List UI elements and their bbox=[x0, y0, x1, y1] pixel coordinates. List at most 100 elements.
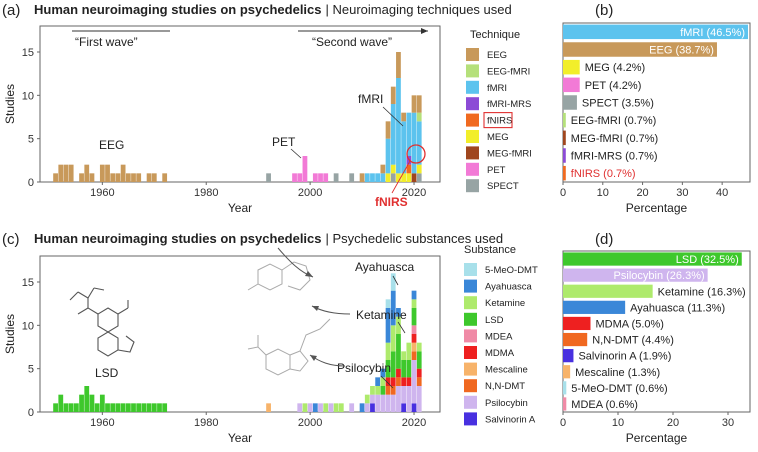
panel-c-bar-lsd-2014 bbox=[380, 386, 386, 395]
technique-legend-label: fMRI-MRS bbox=[487, 99, 531, 110]
technique-legend: EEG EEG-fMRI fMRI fMRI-MRS fNIRS MEG MEG-fMRI P… bbox=[466, 48, 532, 193]
technique-legend-swatch-meg-fmri bbox=[466, 146, 479, 160]
panel-a-bar-meg-2015 bbox=[385, 173, 391, 182]
panel-c-bar-ketamine-2005 bbox=[333, 403, 339, 412]
panel-b-bar-label: MEG-fMRI (0.7%) bbox=[571, 133, 658, 145]
panel-a-bar-fmri-2020 bbox=[411, 112, 417, 174]
substance-legend-swatch-ayahuasca bbox=[464, 279, 477, 293]
panel-a-bar-eeg-2021 bbox=[416, 95, 422, 113]
panel-c-bar-psilocybin-2021 bbox=[416, 386, 422, 412]
panel-c-bar-psilocybin-1998 bbox=[297, 403, 303, 412]
panel-c-bar-ketamine-2013 bbox=[375, 386, 381, 395]
fnirs-leader bbox=[391, 160, 411, 194]
technique-legend-label: EEG bbox=[487, 50, 507, 61]
panel-d-bar-label: Psilocybin (26.3%) bbox=[614, 270, 705, 282]
panel-d-bar-mdea bbox=[563, 397, 567, 411]
panel-d-bar-label: Ayahuasca (11.3%) bbox=[630, 302, 725, 314]
panel-c-bar-ketamine-2011 bbox=[364, 394, 370, 404]
psilocybin-molecule-arrowhead bbox=[310, 355, 317, 361]
panel-b-bar-fnirs bbox=[563, 165, 566, 181]
panel-a-ytick-label: 5 bbox=[28, 134, 34, 146]
panel-c-bar-psilocybin-2011 bbox=[364, 403, 370, 412]
panel-a-bar-eeg-1966 bbox=[131, 173, 136, 182]
ketamine-molecule-drawing bbox=[247, 261, 311, 291]
panel-c-bar-psilocybin-2017 bbox=[396, 386, 401, 412]
panel-a-bar-eeg-1961 bbox=[105, 164, 110, 182]
psilocybin-molecule-drawing bbox=[247, 318, 331, 376]
panel-a-title-rest: | Neuroimaging techniques used bbox=[326, 2, 512, 17]
panel-a-bar-eeg-1970 bbox=[151, 173, 157, 182]
annotation-fmri: fMRI bbox=[358, 92, 383, 106]
panel-a-bar-pet-1998 bbox=[297, 173, 303, 182]
panel-c-bar-lsd-1972 bbox=[162, 403, 168, 412]
panel-c-bar-lsd-1955 bbox=[73, 403, 79, 412]
panel-a-bar-eeg-2017 bbox=[396, 52, 401, 78]
panel-c-xtick-label: 1960 bbox=[90, 417, 114, 429]
panel-c-bar-lsd-2016 bbox=[390, 351, 396, 378]
substance-legend-label: Psilocybin bbox=[485, 398, 528, 409]
panel-c-bar-lsd-1958 bbox=[89, 394, 95, 412]
panel-b-plot: fMRI (46.5%) EEG (38.7%)MEG (4.2%) PET (4.… bbox=[560, 22, 751, 215]
panel-a-bar-eeg-1952 bbox=[58, 164, 64, 182]
panel-c-bar-lsd-1952 bbox=[58, 394, 64, 412]
panel-c-bar-psilocybin-2019 bbox=[406, 386, 412, 412]
panel-c-bar-psilocybin-2018 bbox=[401, 386, 407, 404]
substance-legend-label: MDEA bbox=[485, 331, 513, 342]
panel-c-bar-lsd-1966 bbox=[131, 403, 136, 412]
panel-c-bar-ketamine-2016 bbox=[390, 325, 396, 352]
panel-a-bar-eeg-fmri-2021 bbox=[416, 112, 422, 122]
panel-c-title-rest: | Psychedelic substances used bbox=[326, 231, 504, 246]
substance-legend-swatch-mescaline bbox=[464, 362, 477, 376]
panel-c-bar-mdma-2016 bbox=[390, 377, 396, 386]
panel-c-bar-lsd-1965 bbox=[125, 403, 131, 412]
substance-legend-label: N,N-DMT bbox=[485, 381, 525, 392]
panel-a-bar-meg-2016 bbox=[390, 164, 396, 174]
panel-c-bar-ayahuasca-2013 bbox=[375, 377, 381, 386]
substance-legend-swatch-ketamine bbox=[464, 296, 477, 310]
panel-a-bar-fmri-2012 bbox=[370, 173, 375, 182]
panel-b-bar-label: SPECT (3.5%) bbox=[582, 98, 654, 110]
panel-c-bar-lsd-2021 bbox=[416, 351, 422, 369]
panel-a-bar-eeg-2010 bbox=[359, 173, 365, 182]
technique-legend-label: fMRI bbox=[487, 83, 507, 94]
panel-c-bar-n-n-dmt-2015 bbox=[385, 386, 391, 395]
technique-legend-swatch-eeg-fmri bbox=[466, 64, 479, 78]
panel-c-bar-psilocybin-2014 bbox=[380, 394, 386, 412]
panel-c-bar-ayahuasca-2001 bbox=[312, 403, 318, 412]
panel-d-bar-ayahuasca bbox=[563, 300, 626, 314]
panel-a-bar-eeg-1953 bbox=[63, 164, 69, 182]
panel-c-bar-mdea-2020 bbox=[411, 325, 417, 334]
panel-c-bar-lsd-2018 bbox=[401, 360, 407, 378]
second-wave-label: “Second wave” bbox=[312, 35, 392, 49]
panel-a-bar-eeg-2020 bbox=[411, 95, 417, 113]
substance-legend: 5-MeO-DMT Ayahuasca Ketamine LSD MDEA MDMA Mes… bbox=[464, 263, 538, 426]
panel-a-bar-fmri-2018 bbox=[401, 121, 407, 174]
annotation-psilocybin-leader bbox=[380, 375, 394, 389]
panel-c-bar-ketamine-2017 bbox=[396, 316, 401, 334]
panel-a-bar-eeg-1972 bbox=[162, 173, 168, 182]
annotation-eeg: EEG bbox=[99, 138, 124, 152]
technique-legend-fnirs-highlight-box bbox=[483, 112, 513, 129]
annotation-ketamine: Ketamine bbox=[356, 308, 407, 322]
panel-d-xtick-label: 10 bbox=[612, 417, 624, 429]
panel-c-bar-lsd-2020 bbox=[411, 308, 417, 326]
panel-a-xtick-label: 1960 bbox=[90, 187, 114, 199]
panel-c-bar-lsd-1959 bbox=[94, 403, 100, 412]
substance-legend-swatch-5-meo-dmt bbox=[464, 263, 477, 276]
substance-legend-swatch-mdea bbox=[464, 329, 477, 343]
panel-a-letter: (a) bbox=[2, 2, 20, 19]
annotation-ketamine-leader bbox=[397, 321, 406, 334]
panel-c-bar-mdma-2015 bbox=[385, 377, 391, 386]
panel-a-bar-fmri-2021 bbox=[416, 121, 422, 165]
panel-c-bar-ayahuasca-2015 bbox=[385, 308, 391, 343]
panel-b-bar-fmri-mrs bbox=[563, 148, 566, 163]
panel-c-ytick-label: 0 bbox=[28, 407, 34, 419]
panel-c-bar-psilocybin-2016 bbox=[390, 394, 396, 412]
panel-a-bar-meg-2019 bbox=[406, 173, 412, 182]
panel-a-bar-spect-2016 bbox=[390, 173, 396, 182]
panel-d-bar-label: MDEA (0.6%) bbox=[571, 399, 638, 411]
panel-b-bar-label: fNIRS (0.7%) bbox=[571, 168, 636, 180]
panel-c-bar-ketamine-2020 bbox=[411, 299, 417, 308]
technique-legend-label: PET bbox=[487, 165, 506, 176]
